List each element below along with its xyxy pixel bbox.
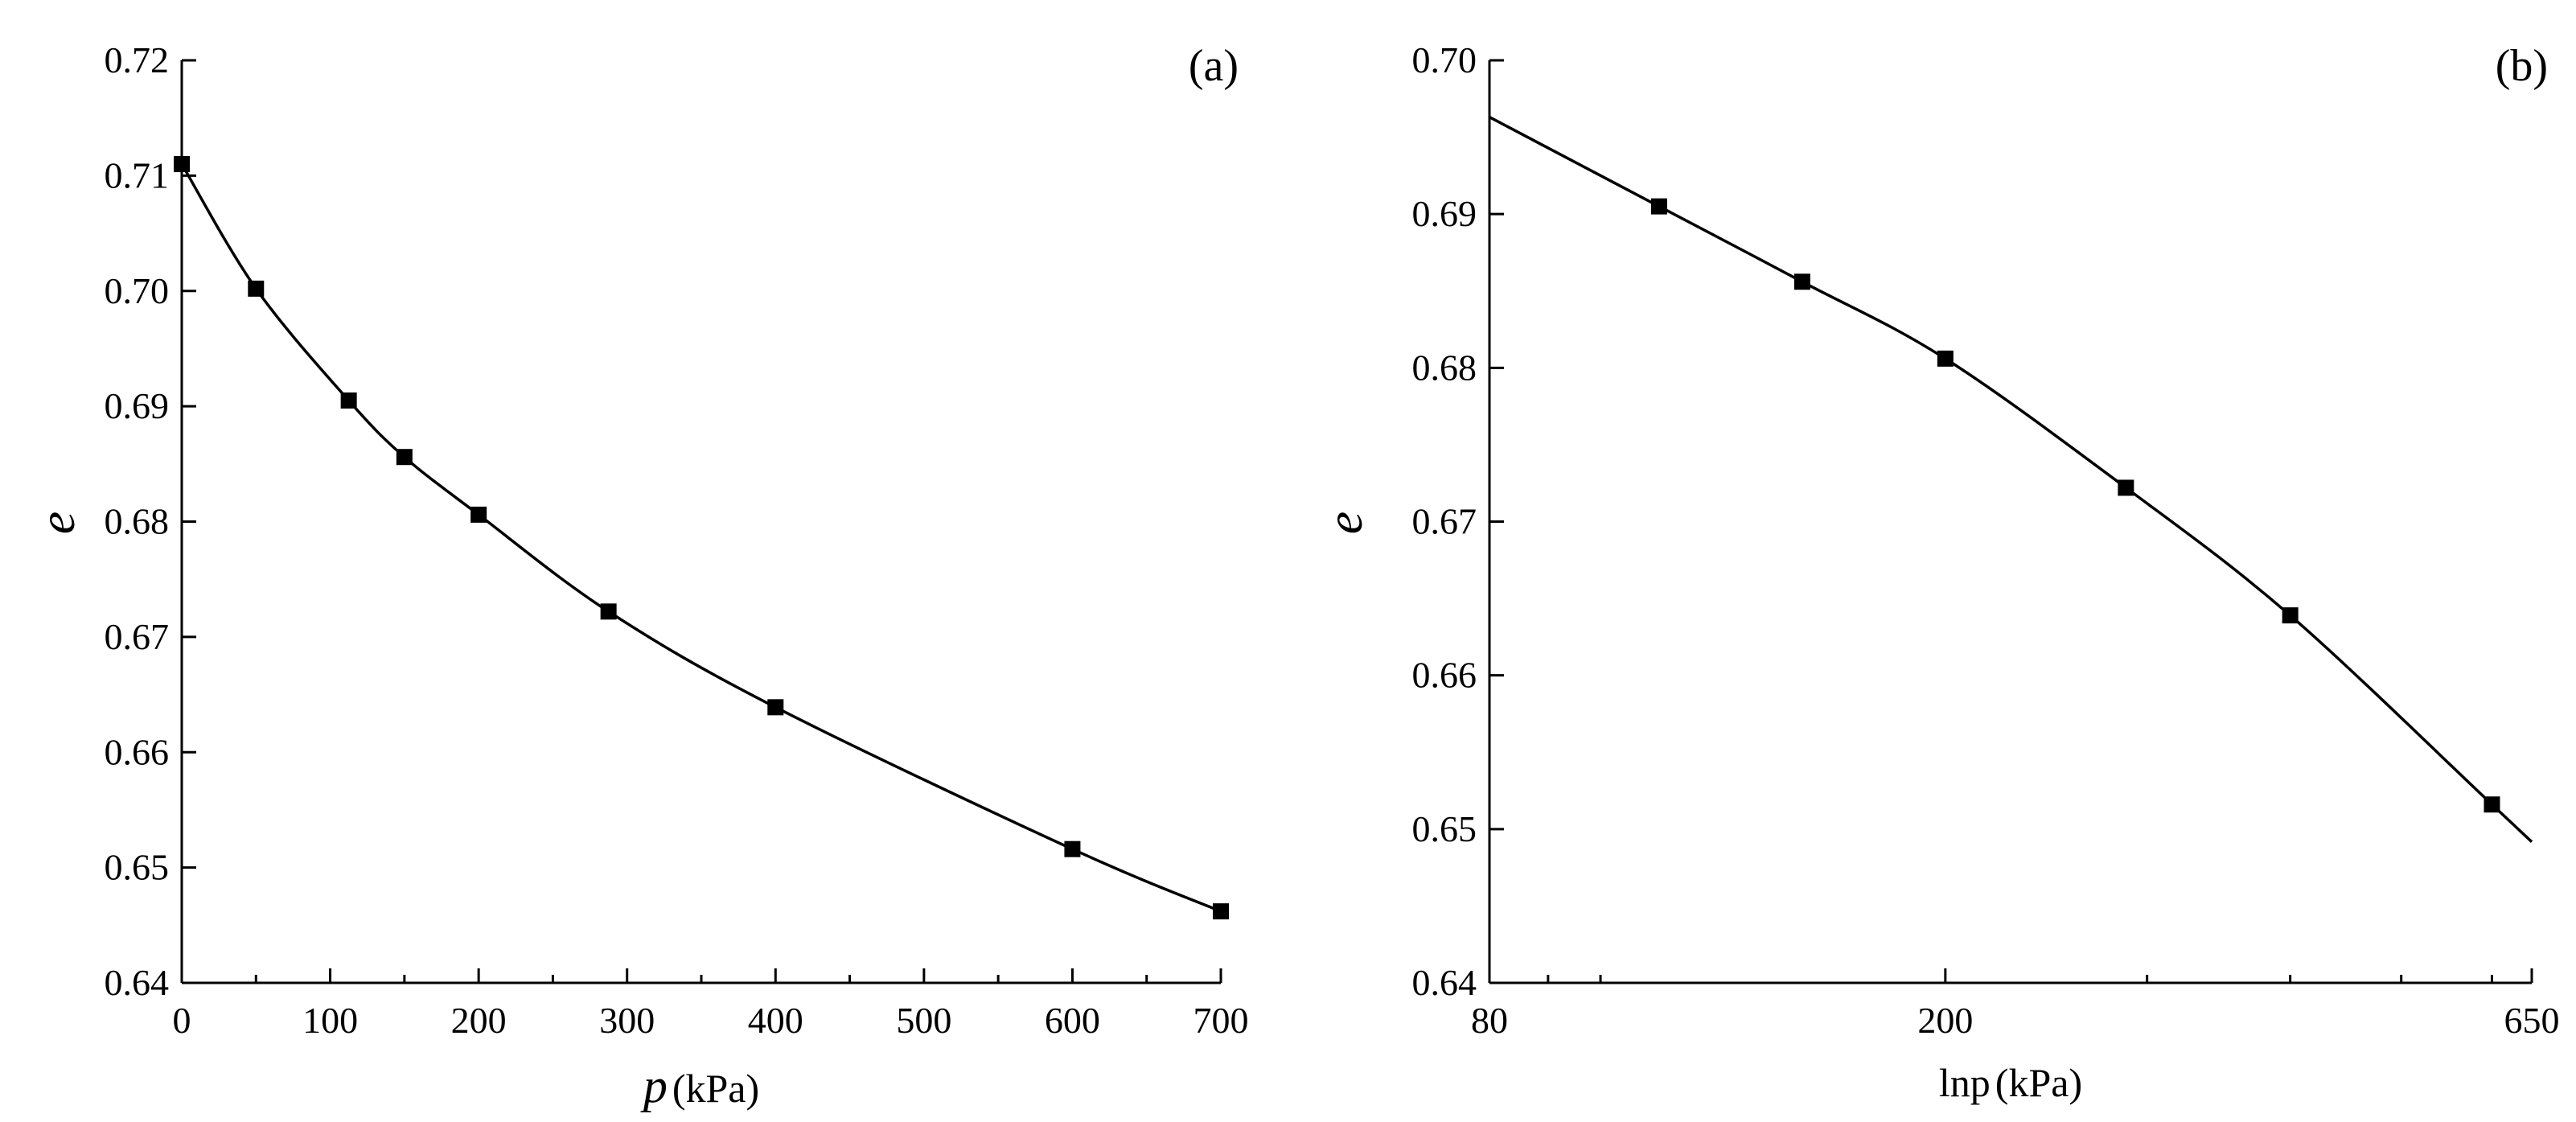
y-tick-label: 0.65 (1412, 808, 1477, 849)
data-point (470, 506, 487, 523)
y-tick-label: 0.68 (105, 501, 170, 542)
y-tick-label: 0.66 (1412, 655, 1477, 696)
data-point (396, 449, 413, 466)
data-point (248, 280, 265, 297)
y-tick-label: 0.68 (1412, 347, 1477, 388)
x-tick-label: 200 (1917, 1000, 1973, 1041)
data-point (1650, 198, 1667, 215)
x-tick-label: 200 (451, 1000, 507, 1041)
panel-label: (b) (2496, 41, 2548, 91)
y-tick-label: 0.64 (105, 962, 170, 1003)
y-axis-title: e (1316, 512, 1373, 534)
data-point (1793, 273, 1810, 290)
x-tick-label: 600 (1045, 1000, 1100, 1041)
x-tick-label: 650 (2504, 1000, 2560, 1041)
x-tick-label: 80 (1471, 1000, 1508, 1041)
data-point (1213, 903, 1229, 920)
y-tick-label: 0.71 (105, 154, 170, 195)
x-tick-label: 0 (173, 1000, 191, 1041)
y-tick-label: 0.67 (105, 616, 170, 657)
x-axis-title: p (kPa) (640, 1059, 759, 1112)
x-axis-title-variable: lnp (1939, 1060, 1991, 1105)
x-tick-label: 500 (896, 1000, 951, 1041)
x-tick-label: 100 (302, 1000, 358, 1041)
y-tick-label: 0.67 (1412, 501, 1477, 542)
data-point (2282, 607, 2299, 624)
x-tick-label: 400 (748, 1000, 803, 1041)
y-tick-label: 0.70 (1412, 39, 1477, 80)
data-point (767, 699, 784, 716)
x-axis-title-unit: (kPa) (1995, 1060, 2082, 1105)
y-tick-label: 0.69 (1412, 193, 1477, 234)
data-point (2484, 796, 2500, 813)
y-tick-label: 0.64 (1412, 962, 1477, 1003)
data-point (340, 392, 357, 409)
y-tick-label: 0.72 (105, 39, 170, 80)
x-tick-label: 700 (1194, 1000, 1249, 1041)
data-point (2118, 479, 2134, 496)
y-tick-label: 0.69 (105, 385, 170, 426)
y-tick-label: 0.66 (105, 731, 170, 772)
panel-a-chart: 0.64 0.65 0.66 0.67 0.68 0.69 0.70 0.71 0.72 0 100… (28, 39, 1249, 1112)
panel-b-chart: 0.64 0.65 0.66 0.67 0.68 0.69 0.70 80 200 650 (b) l… (1316, 39, 2560, 1105)
data-point (600, 603, 617, 620)
x-axis-title-variable: p (640, 1059, 668, 1112)
data-point (1064, 840, 1081, 857)
series-line (1489, 116, 2533, 843)
x-tick-label: 300 (599, 1000, 655, 1041)
x-axis-title: lnp (kPa) (1939, 1060, 2082, 1105)
data-point (1937, 350, 1954, 367)
x-axis-title-unit: (kPa) (672, 1066, 759, 1111)
series-line (180, 163, 1222, 913)
y-tick-label: 0.65 (105, 847, 170, 888)
y-axis-title: e (28, 512, 85, 534)
y-tick-label: 0.70 (105, 270, 170, 311)
panel-label: (a) (1189, 41, 1239, 91)
data-point (174, 156, 190, 173)
